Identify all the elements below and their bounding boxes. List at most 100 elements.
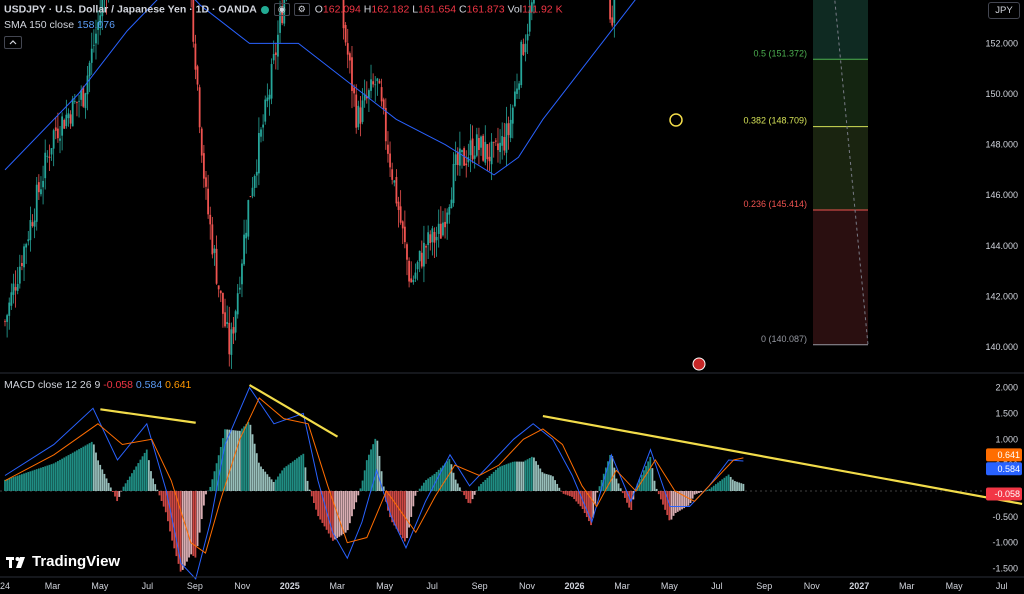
macd-hist-bar bbox=[234, 430, 237, 491]
candle-body bbox=[253, 176, 256, 188]
macd-hist-bar bbox=[186, 491, 188, 562]
macd-hist-bar bbox=[541, 472, 544, 491]
macd-hist-bar bbox=[230, 429, 233, 491]
macd-hist-bar bbox=[145, 449, 148, 491]
macd-hist-bar bbox=[579, 491, 582, 507]
candle-body bbox=[56, 128, 59, 139]
candle-body bbox=[361, 100, 364, 122]
macd-hist-bar bbox=[725, 476, 728, 491]
candle-body bbox=[378, 80, 381, 84]
macd-hist-bar bbox=[365, 460, 368, 491]
eye-toggle-icon[interactable]: ◉ bbox=[273, 3, 290, 16]
macd-hist-bar bbox=[482, 481, 485, 491]
macd-hist-bar bbox=[486, 477, 489, 491]
macd-hist-bar bbox=[73, 451, 76, 491]
fib-band bbox=[813, 59, 868, 127]
candle-body bbox=[452, 163, 455, 204]
candle-body bbox=[209, 214, 212, 225]
macd-hist-bar bbox=[40, 467, 42, 491]
currency-button[interactable]: JPY bbox=[988, 2, 1020, 19]
macd-hist-bar bbox=[617, 483, 620, 491]
time-axis-tick: May bbox=[91, 581, 109, 591]
candle-body bbox=[418, 250, 421, 262]
sma-legend[interactable]: SMA 150 close 158.076 bbox=[4, 19, 115, 31]
macd-hist-bar bbox=[133, 469, 135, 491]
macd-hist-bar bbox=[107, 482, 110, 491]
macd-hist-bar bbox=[173, 491, 176, 549]
macd-hist-bar bbox=[624, 491, 626, 498]
candle-body bbox=[198, 87, 201, 128]
candle-body bbox=[368, 90, 370, 99]
candles-group bbox=[4, 0, 616, 369]
collapse-legend-button[interactable] bbox=[4, 36, 22, 49]
candle-body bbox=[97, 22, 99, 30]
symbol-title[interactable]: USDJPY · U.S. Dollar / Japanese Yen · 1D… bbox=[4, 3, 257, 16]
macd-hist-bar bbox=[291, 461, 294, 491]
macd-hist-bar bbox=[575, 491, 578, 502]
macd-hist-bar bbox=[410, 491, 413, 517]
macd-hist-bar bbox=[90, 441, 93, 491]
macd-hist-bar bbox=[378, 455, 381, 491]
macd-hist-bar bbox=[679, 491, 681, 511]
candle-body bbox=[516, 88, 518, 94]
macd-trendline bbox=[100, 408, 196, 424]
candle-body bbox=[283, 0, 286, 24]
macd-hist-bar bbox=[727, 474, 730, 491]
macd-hist-bar bbox=[649, 456, 652, 491]
macd-hist-bar bbox=[742, 483, 745, 491]
macd-hist-bar bbox=[490, 473, 493, 491]
macd-hist-bar bbox=[147, 460, 150, 491]
candle-body bbox=[16, 283, 19, 291]
candle-body bbox=[95, 33, 97, 44]
macd-hist-bar bbox=[42, 467, 44, 491]
candle-body bbox=[439, 223, 442, 239]
macd-hist-bar bbox=[719, 480, 722, 491]
macd-hist-bar bbox=[215, 463, 218, 491]
macd-hist-bar bbox=[566, 491, 569, 496]
macd-hist-bar bbox=[46, 465, 49, 491]
candle-body bbox=[226, 322, 229, 325]
candle-body bbox=[518, 83, 521, 90]
macd-hist-bar bbox=[351, 491, 353, 517]
macd-hist-bar bbox=[167, 491, 169, 522]
candle-body bbox=[346, 43, 349, 55]
price-axis-tick: 142.000 bbox=[985, 291, 1018, 301]
macd-hist-bar bbox=[283, 467, 286, 491]
macd-hist-bar bbox=[545, 474, 548, 491]
macd-hist-bar bbox=[65, 456, 68, 491]
candle-body bbox=[196, 66, 199, 85]
macd-hist-bar bbox=[44, 466, 47, 491]
macd-hist-bar bbox=[393, 491, 396, 526]
macd-hist-bar bbox=[647, 461, 650, 491]
macd-hist-bar bbox=[359, 488, 362, 491]
macd-hist-bar bbox=[124, 483, 127, 491]
candle-body bbox=[202, 153, 205, 179]
time-axis-tick: May bbox=[376, 581, 394, 591]
macd-hist-bar bbox=[308, 489, 311, 491]
macd-value-tag bbox=[986, 462, 1022, 476]
macd-hist-bar bbox=[86, 444, 89, 491]
macd-hist-bar bbox=[423, 482, 425, 491]
candle-body bbox=[393, 180, 396, 183]
settings-icon[interactable]: ⚙ bbox=[293, 3, 310, 16]
macd-hist-bar bbox=[530, 456, 533, 491]
candle-body bbox=[435, 236, 438, 241]
macd-hist-bar bbox=[585, 491, 588, 518]
macd-hist-bar bbox=[139, 459, 142, 491]
macd-hist-bar bbox=[116, 491, 119, 502]
volume-label: Vol bbox=[507, 3, 523, 16]
macd-hist-bar bbox=[372, 444, 375, 491]
macd-hist-bar bbox=[399, 491, 402, 536]
macd-hist-bar bbox=[177, 491, 180, 564]
tradingview-logo-text: TradingView bbox=[32, 553, 121, 570]
candle-body bbox=[29, 220, 32, 241]
candle-body bbox=[76, 101, 78, 103]
candle-body bbox=[101, 0, 104, 17]
tradingview-logo[interactable]: TradingView bbox=[6, 553, 120, 570]
macd-hist-bar bbox=[285, 466, 288, 491]
candle-body bbox=[414, 272, 417, 279]
macd-hist-bar bbox=[120, 491, 123, 492]
macd-legend[interactable]: MACD close 12 26 9 -0.058 0.584 0.641 bbox=[4, 379, 191, 391]
macd-hist-bar bbox=[387, 491, 389, 511]
